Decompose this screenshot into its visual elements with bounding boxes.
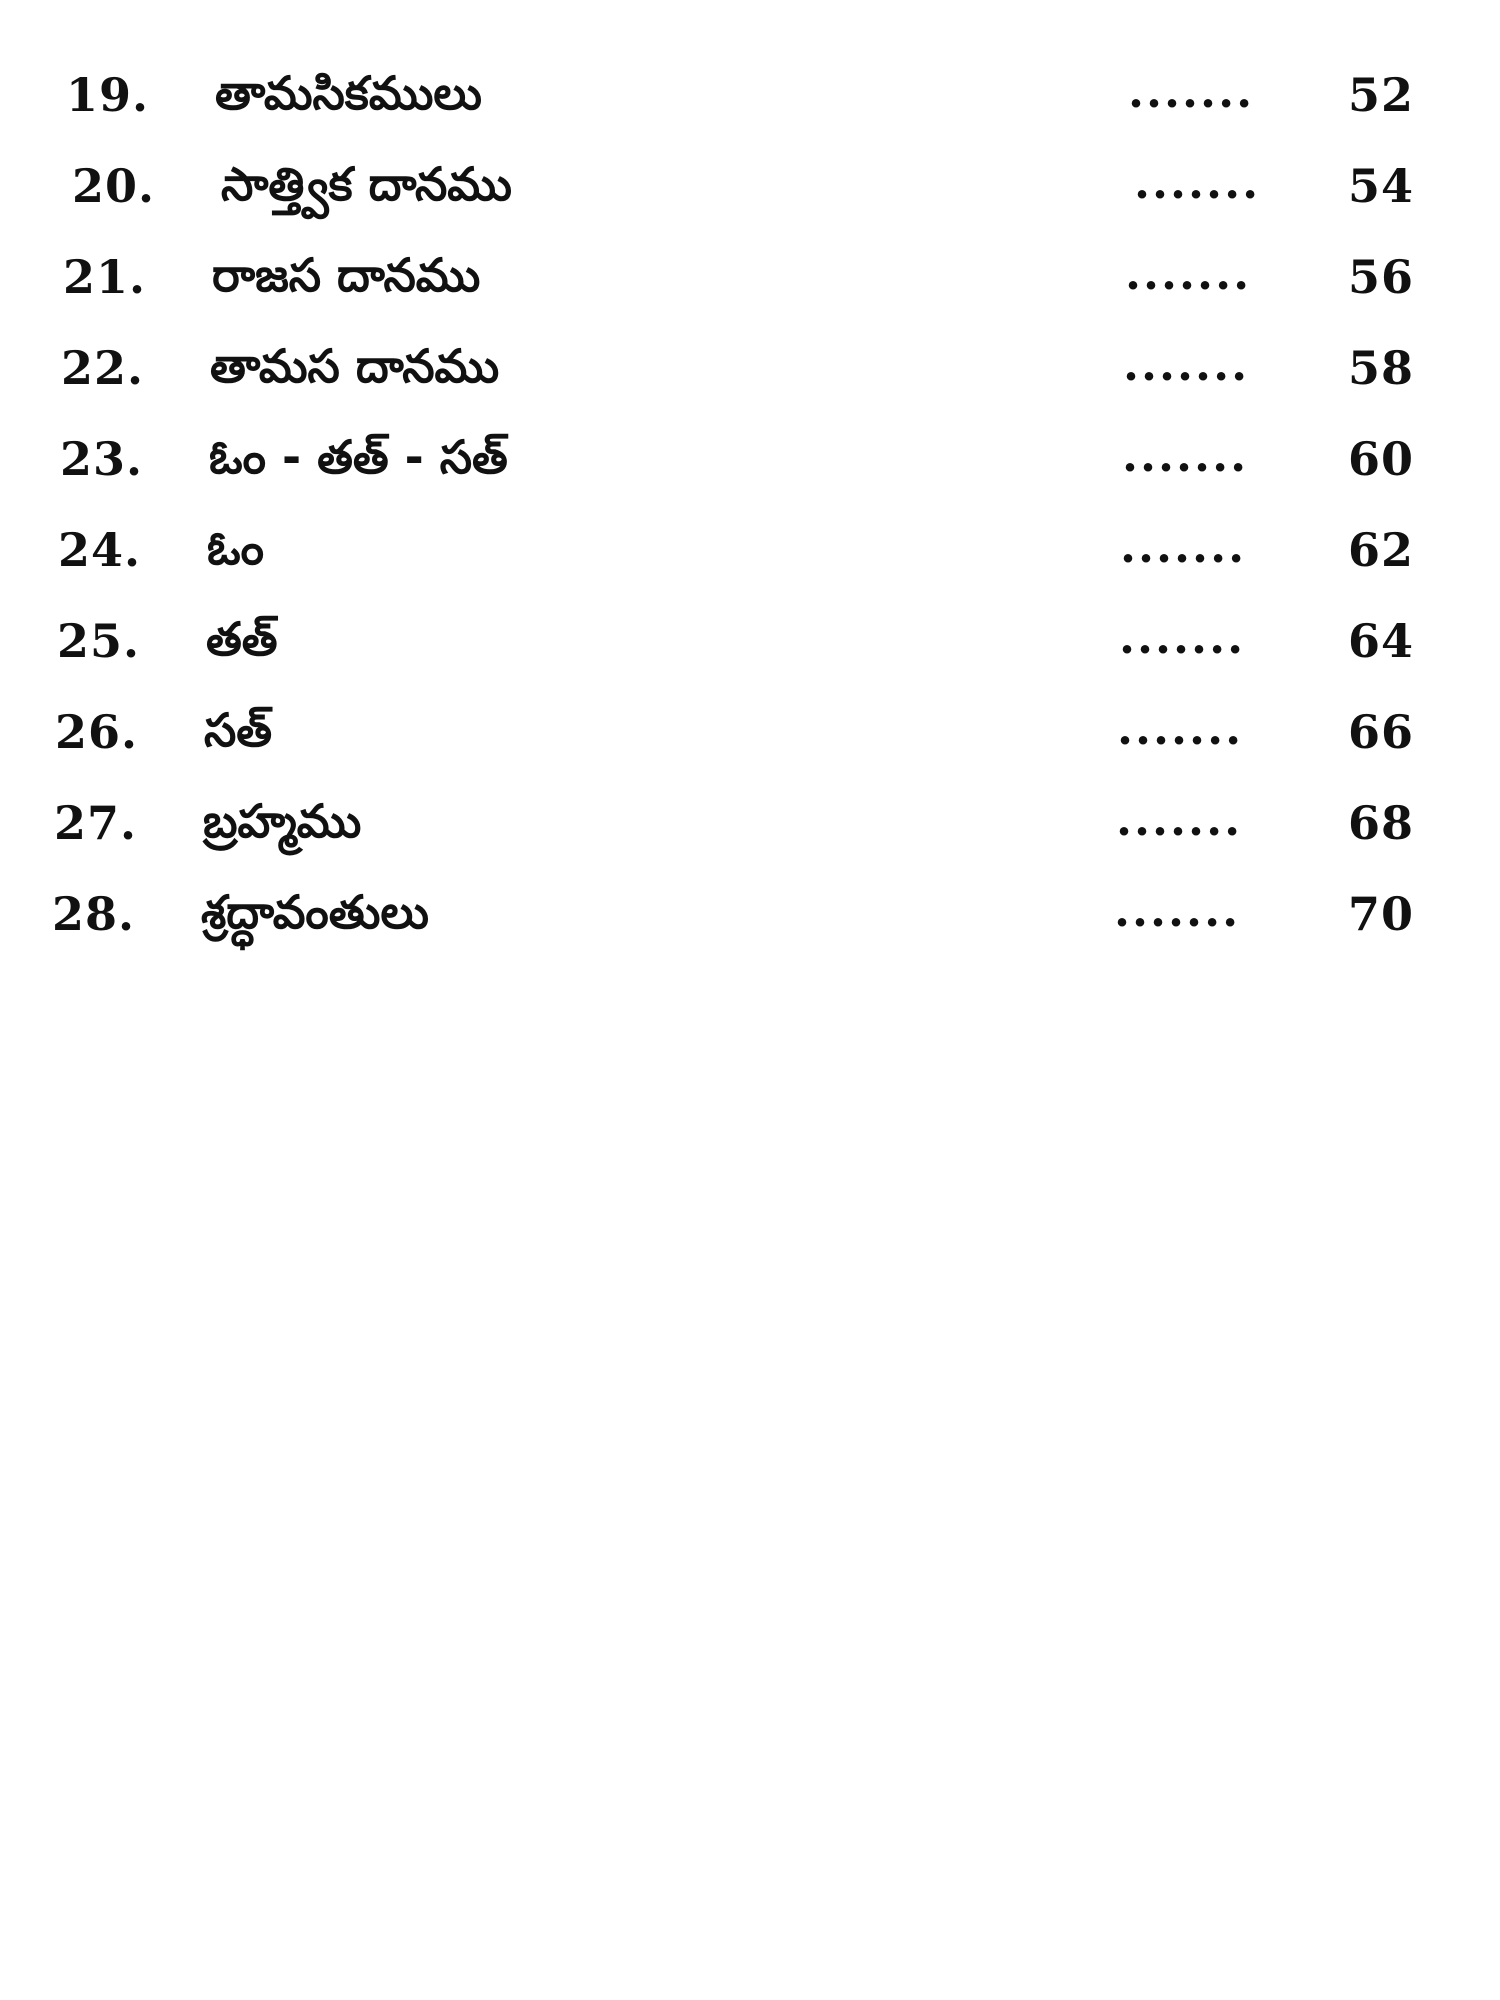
entry-title: తామస దానము [210, 339, 500, 393]
entry-title: ఓం [207, 521, 264, 575]
page-number: 70 [1347, 887, 1414, 941]
page-number: 68 [1347, 796, 1414, 850]
table-of-contents: 19. తామసికములు....... 52 20. సాత్త్విక దానము… [0, 58, 1500, 968]
entry-title: తామసికములు [215, 66, 482, 120]
dot-leader: ....... [1117, 701, 1244, 755]
page-number: 60 [1347, 432, 1414, 486]
entry-number: 20. [72, 159, 156, 213]
dot-leader: ....... [1114, 883, 1241, 937]
entry-number: 24. [58, 523, 142, 577]
entry-title: శ్రద్ధావంతులు [201, 885, 429, 939]
toc-entry: 19. తామసికములు....... 52 [0, 58, 1500, 149]
dot-leader: ....... [1122, 428, 1249, 482]
dot-leader: ....... [1120, 519, 1247, 573]
page-number: 56 [1347, 250, 1414, 304]
entry-number: 27. [54, 796, 138, 850]
dot-leader: ....... [1125, 246, 1252, 300]
entry-number: 19. [66, 68, 150, 122]
entry-number: 25. [57, 614, 141, 668]
page-number: 54 [1347, 159, 1414, 213]
toc-entry: 25. తత్....... 64 [0, 604, 1500, 695]
entry-number: 28. [52, 887, 136, 941]
toc-entry: 22. తామస దానము....... 58 [0, 331, 1500, 422]
entry-title: సత్ [204, 703, 273, 757]
entry-number: 23. [60, 432, 144, 486]
dot-leader: ....... [1123, 337, 1250, 391]
dot-leader: ....... [1134, 155, 1261, 209]
toc-entry: 20. సాత్త్విక దానము....... 54 [6, 149, 1500, 240]
entry-title: బ్రహ్మము [203, 794, 362, 848]
entry-number: 21. [63, 250, 147, 304]
page-number: 58 [1347, 341, 1414, 395]
toc-entry: 28. శ్రద్ధావంతులు....... 70 [0, 877, 1500, 968]
entry-number: 26. [55, 705, 139, 759]
entry-title: తత్ [206, 612, 278, 666]
entry-number: 22. [61, 341, 145, 395]
page-number: 62 [1347, 523, 1414, 577]
dot-leader: ....... [1119, 610, 1246, 664]
entry-title: ఓం - తత్ - సత్ [209, 430, 508, 484]
toc-entry: 26. సత్....... 66 [0, 695, 1500, 786]
page-number: 52 [1347, 68, 1414, 122]
entry-title: రాజస దానము [212, 248, 481, 302]
page-number: 64 [1347, 614, 1414, 668]
dot-leader: ....... [1116, 792, 1243, 846]
toc-entry: 24. ఓం....... 62 [0, 513, 1500, 604]
page-number: 66 [1347, 705, 1414, 759]
toc-entry: 27. బ్రహ్మము....... 68 [0, 786, 1500, 877]
entry-title: సాత్త్విక దానము [221, 157, 512, 211]
toc-entry: 23. ఓం - తత్ - సత్....... 60 [0, 422, 1500, 513]
toc-entry: 21. రాజస దానము....... 56 [0, 240, 1500, 331]
dot-leader: ....... [1128, 64, 1255, 118]
